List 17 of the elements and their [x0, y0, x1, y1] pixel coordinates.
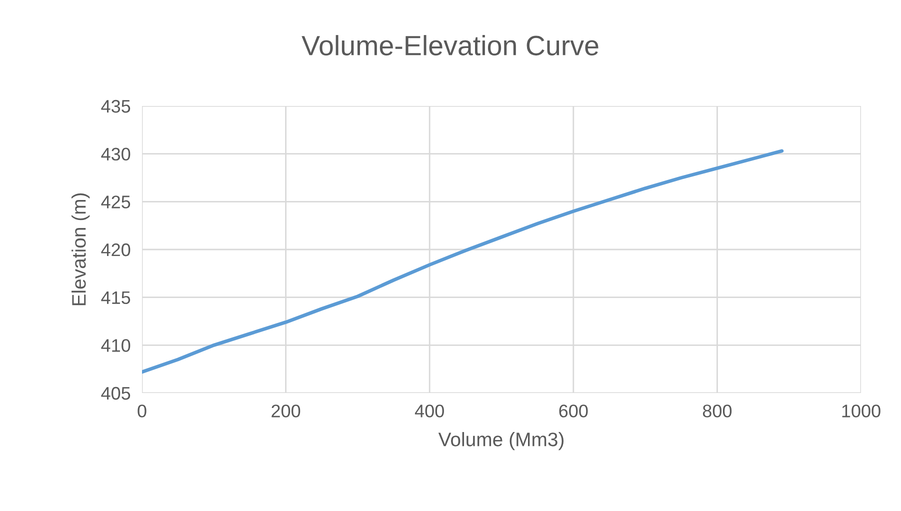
- y-axis-title: Elevation (m): [72, 193, 90, 306]
- y-tick-label: 425: [101, 196, 130, 208]
- x-tick-label: 0: [138, 404, 146, 418]
- line-series: [142, 149, 784, 374]
- y-tick-label: 435: [101, 100, 130, 113]
- x-axis-title: Volume (Mm3): [438, 432, 564, 450]
- y-tick-label: 420: [101, 243, 130, 256]
- y-tick-label: 410: [101, 339, 130, 352]
- y-tick-label: 405: [101, 386, 130, 400]
- x-tick-label: 200: [272, 404, 300, 418]
- chart-title: Volume-Elevation Curve: [302, 35, 598, 56]
- x-tick-label: 400: [414, 404, 444, 418]
- x-tick-label: 800: [702, 404, 732, 418]
- y-tick-label: 430: [101, 148, 130, 161]
- x-tick-label: 600: [559, 404, 588, 418]
- x-tick-label: 1000: [842, 404, 880, 418]
- y-tick-label: 415: [101, 291, 130, 304]
